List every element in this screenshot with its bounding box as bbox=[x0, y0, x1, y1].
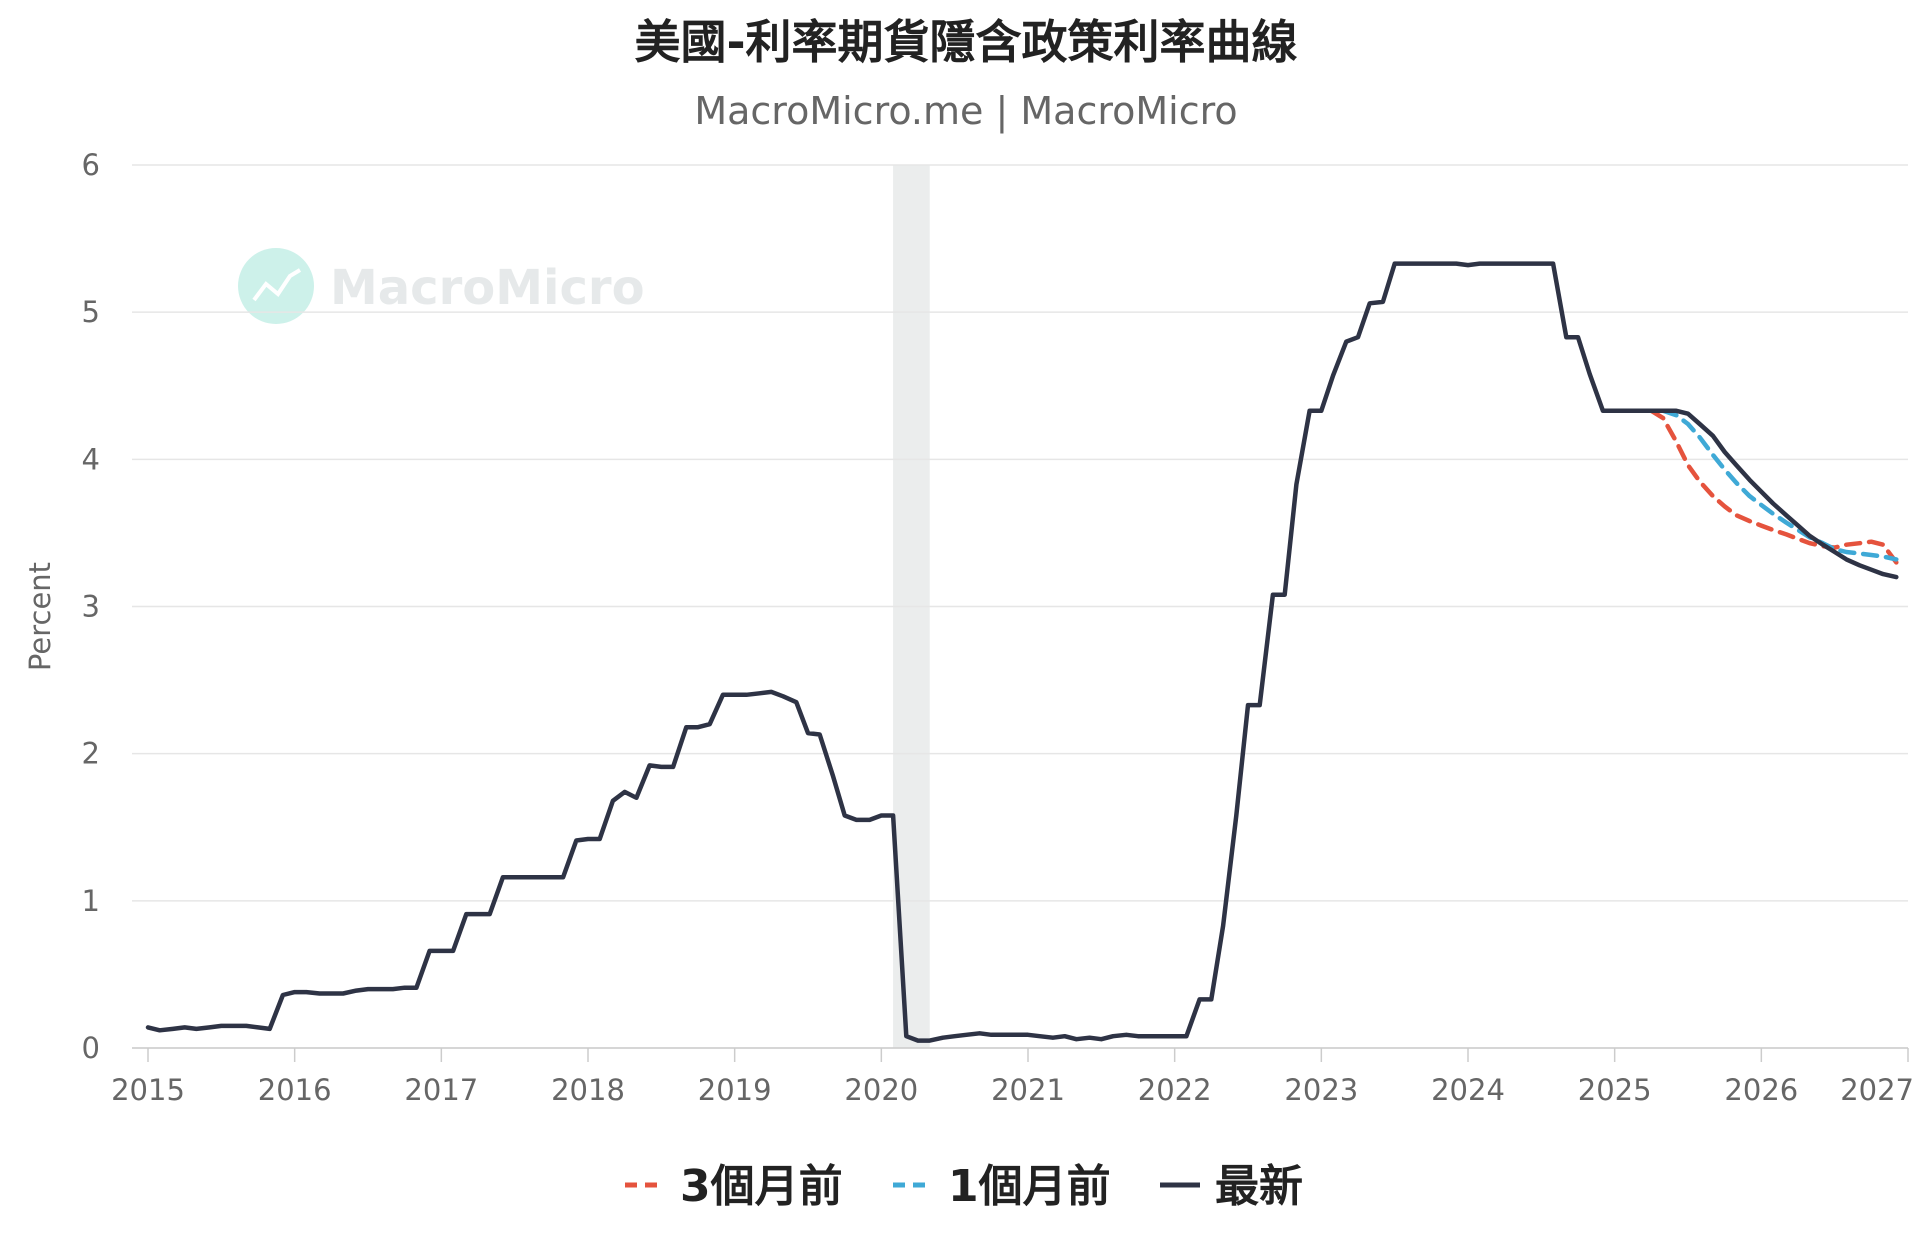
chart-subtitle: MacroMicro.me | MacroMicro bbox=[694, 89, 1237, 134]
series-line-2 bbox=[1660, 408, 1899, 562]
x-tick-label: 2017 bbox=[404, 1073, 478, 1107]
y-tick-label: 2 bbox=[82, 737, 100, 771]
legend-item[interactable]: 最新 bbox=[1160, 1161, 1303, 1212]
x-tick-label: 2015 bbox=[111, 1073, 185, 1107]
watermark-text: MacroMicro bbox=[330, 260, 645, 316]
series-line-1 bbox=[1649, 408, 1899, 565]
y-tick-label: 1 bbox=[82, 884, 100, 918]
y-axis-title: Percent bbox=[23, 562, 57, 671]
y-tick-label: 0 bbox=[82, 1031, 100, 1065]
x-tick-label: 2023 bbox=[1284, 1073, 1358, 1107]
x-tick-label: 2027 bbox=[1840, 1073, 1914, 1107]
watermark-chart-icon bbox=[252, 268, 302, 302]
y-tick-label: 6 bbox=[82, 148, 100, 182]
legend[interactable]: 3個月前 1個月前 最新 bbox=[625, 1161, 1303, 1212]
y-tick-label: 5 bbox=[82, 295, 100, 329]
legend-item[interactable]: 1個月前 bbox=[893, 1161, 1111, 1212]
x-tick-label: 2018 bbox=[551, 1073, 625, 1107]
series-line-3 bbox=[145, 261, 1899, 1043]
watermark-logo-icon bbox=[238, 248, 314, 324]
y-tick-label: 4 bbox=[82, 442, 100, 476]
watermark: MacroMicro bbox=[238, 248, 645, 324]
x-tick-label: 2026 bbox=[1724, 1073, 1798, 1107]
x-tick-label: 2020 bbox=[844, 1073, 918, 1107]
legend-label: 3個月前 bbox=[680, 1161, 843, 1212]
grid-layer bbox=[132, 164, 1908, 1049]
x-tick-label: 2019 bbox=[698, 1073, 772, 1107]
legend-item[interactable]: 3個月前 bbox=[625, 1161, 843, 1212]
x-tick-label: 2016 bbox=[258, 1073, 332, 1107]
legend-label: 1個月前 bbox=[948, 1161, 1111, 1212]
y-axis: 0 1 2 3 4 5 6 bbox=[82, 148, 100, 1065]
series-layer bbox=[145, 261, 1899, 1043]
x-tick-label: 2022 bbox=[1138, 1073, 1212, 1107]
chart-title: 美國-利率期貨隱含政策利率曲線 bbox=[634, 15, 1297, 69]
x-tick-label: 2025 bbox=[1578, 1073, 1652, 1107]
x-axis: 2015 2016 2017 2018 2019 2020 2021 2022 2023 2024… bbox=[111, 1047, 1914, 1107]
x-tick-label: 2021 bbox=[991, 1073, 1065, 1107]
x-tick-label: 2024 bbox=[1431, 1073, 1505, 1107]
y-tick-label: 3 bbox=[82, 590, 100, 624]
legend-label: 最新 bbox=[1215, 1161, 1303, 1212]
